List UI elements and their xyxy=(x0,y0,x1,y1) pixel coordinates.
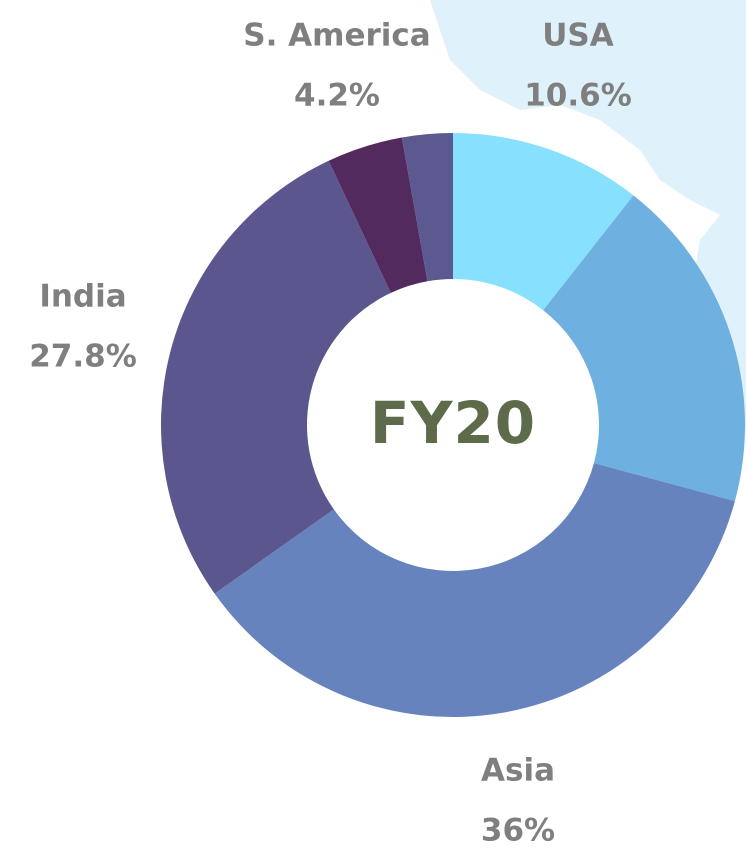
background-map xyxy=(430,0,746,430)
slice-label: USA xyxy=(542,18,614,54)
center-label: FY20 xyxy=(370,389,536,457)
slice xyxy=(160,160,391,594)
slice-value-label: 10.6% xyxy=(524,78,632,114)
slice-label: Asia xyxy=(481,753,555,789)
slice-value-label: 27.8% xyxy=(29,339,137,375)
slice xyxy=(453,133,634,311)
slice xyxy=(401,133,453,282)
slice-value-label: 36% xyxy=(481,813,555,849)
slice xyxy=(543,195,745,502)
slice-label: S. America xyxy=(243,18,430,54)
slice-value-label: 4.2% xyxy=(294,78,380,114)
slice-label: India xyxy=(39,279,126,315)
slice xyxy=(328,137,428,293)
slice xyxy=(214,463,735,717)
